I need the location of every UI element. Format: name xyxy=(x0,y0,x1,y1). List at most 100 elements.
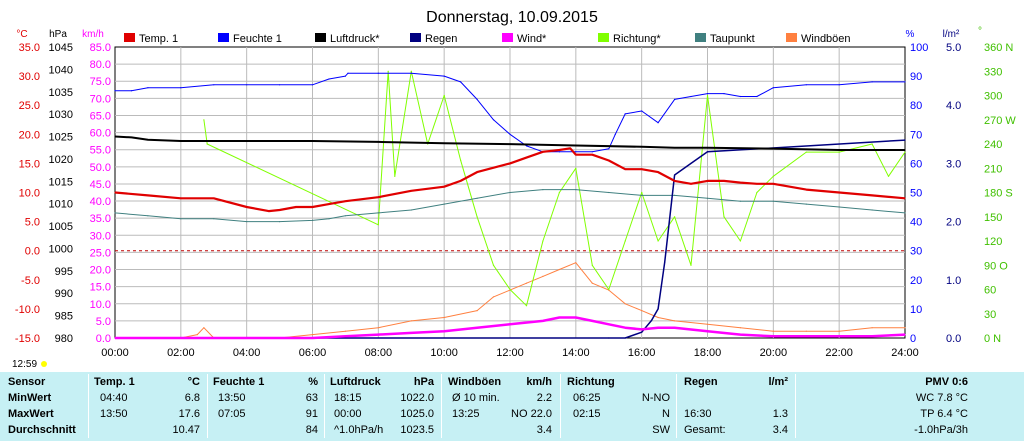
chart-title: Donnerstag, 10.09.2015 xyxy=(426,9,598,26)
temp-tick-label: 0.0 xyxy=(25,246,40,258)
statistics-panel: Sensor Temp. 1 °C Feuchte 1 % Luftdruck … xyxy=(0,372,1024,441)
wind-tick-label: 45.0 xyxy=(90,179,111,191)
data-point-windb-en xyxy=(772,330,774,332)
data-point-temp-1 xyxy=(558,149,561,151)
data-point-luftdruck xyxy=(838,149,840,151)
data-point-temp-1 xyxy=(509,162,511,164)
wind-tick-label: 10.0 xyxy=(90,299,111,311)
stats-header-rain-unit: l/m² xyxy=(768,376,788,388)
rain-tick-label: 1.0 xyxy=(946,275,961,287)
data-point-regen xyxy=(608,337,610,339)
rain-tick-label: 3.0 xyxy=(946,158,961,170)
data-point-temp-1 xyxy=(147,194,149,196)
wind-tick-label: 0.0 xyxy=(96,333,111,345)
data-point-feuchte-1 xyxy=(608,148,610,150)
data-point-taupunkt xyxy=(476,197,478,199)
wind-tick-label: 70.0 xyxy=(90,93,111,105)
data-point-taupunkt xyxy=(344,215,346,217)
pressure-tick-label: 980 xyxy=(55,333,73,345)
direction-tick-label: 0 N xyxy=(984,333,1001,345)
direction-tick-label: 60 xyxy=(984,285,996,297)
stats-separator xyxy=(324,374,325,438)
humidity-tick-label: 100 xyxy=(910,42,928,54)
data-point-wind xyxy=(114,337,116,339)
data-point-feuchte-1 xyxy=(147,87,149,89)
stats-header-temp-unit: °C xyxy=(187,376,200,388)
direction-tick-label: 150 xyxy=(984,212,1002,224)
data-point-windb-en xyxy=(805,330,807,332)
data-point-luftdruck xyxy=(180,140,182,142)
legend-label: Temp. 1 xyxy=(139,33,178,45)
data-point-taupunkt xyxy=(509,191,511,194)
wind-tick-label: 60.0 xyxy=(90,128,111,140)
data-point-feuchte-1 xyxy=(641,110,643,112)
legend-label: Wind* xyxy=(517,33,547,45)
stats-cell-wind-time: 13:25 xyxy=(452,408,480,420)
data-point-temp-1 xyxy=(569,147,571,149)
data-point-temp-1 xyxy=(279,209,281,211)
data-point-feuchte-1 xyxy=(492,119,495,121)
direction-tick-label: 120 xyxy=(984,236,1002,248)
stats-header-wind: Windböen xyxy=(448,376,502,388)
time-tick-label: 10:00 xyxy=(430,347,458,359)
data-point-feuchte-1 xyxy=(657,122,659,124)
stats-cell-dir-time: 06:25 xyxy=(573,392,601,404)
data-point-luftdruck xyxy=(377,141,379,143)
stats-separator xyxy=(88,374,89,438)
humidity-tick-label: 10 xyxy=(910,304,922,316)
data-point-temp-1 xyxy=(641,168,643,170)
data-point-taupunkt xyxy=(772,200,774,202)
legend-swatch xyxy=(410,33,421,42)
data-point-windb-en xyxy=(904,327,906,329)
time-tick-label: 20:00 xyxy=(760,347,788,359)
data-point-luftdruck xyxy=(706,147,709,149)
data-point-wind xyxy=(509,323,511,325)
axes: 00:00 02:00 04:00 06:00 08:00 10:00 12:00 14:00… xyxy=(15,42,1016,359)
wind-tick-label: 15.0 xyxy=(90,282,111,294)
stats-cell-dir-time: 02:15 xyxy=(573,408,601,420)
data-point-regen xyxy=(650,319,653,322)
weather-chart: Donnerstag, 10.09.2015 Temp. 1 Feuchte 1 L… xyxy=(12,9,1016,370)
stats-header-direction: Richtung xyxy=(567,376,615,388)
data-point-feuchte-1 xyxy=(739,95,742,98)
legend-swatch xyxy=(124,33,135,42)
data-point-luftdruck xyxy=(279,140,281,142)
data-point-temp-1 xyxy=(690,183,692,185)
wind-tick-label: 25.0 xyxy=(90,247,111,259)
wind-tick-label: 55.0 xyxy=(90,145,111,157)
pressure-tick-label: 1020 xyxy=(49,154,73,166)
data-point-windb-en xyxy=(203,327,205,329)
data-point-taupunkt xyxy=(608,191,610,194)
data-point-wind xyxy=(805,335,807,337)
stats-cell-press-time: ^1.0hPa/h xyxy=(334,424,384,436)
data-point-feuchte-1 xyxy=(213,84,215,86)
data-point-taupunkt xyxy=(246,221,248,223)
direction-tick-label: 300 xyxy=(984,91,1002,103)
data-point-feuchte-1 xyxy=(690,95,692,98)
stats-cell-label: MaxWert xyxy=(8,408,54,420)
direction-tick-label: 30 xyxy=(984,309,996,321)
humidity-tick-label: 40 xyxy=(910,217,922,229)
pressure-tick-label: 1045 xyxy=(49,42,73,54)
data-point-taupunkt xyxy=(575,189,577,191)
data-point-temp-1 xyxy=(805,189,807,191)
data-point-luftdruck xyxy=(213,140,215,142)
wind-tick-label: 35.0 xyxy=(90,213,111,225)
pressure-tick-label: 1000 xyxy=(49,243,73,255)
data-point-richtung xyxy=(608,288,610,291)
data-point-luftdruck xyxy=(871,149,873,151)
data-point-windb-en xyxy=(641,310,643,312)
data-point-richtung xyxy=(591,264,593,266)
data-point-wind xyxy=(476,327,478,329)
stats-separator xyxy=(441,374,442,438)
data-point-temp-1 xyxy=(904,197,906,199)
data-point-luftdruck xyxy=(575,144,577,147)
data-point-richtung xyxy=(558,191,561,194)
temp-tick-label: -10.0 xyxy=(15,304,40,316)
data-point-wind xyxy=(674,327,676,329)
data-point-windb-en xyxy=(871,327,873,329)
legend-label: Taupunkt xyxy=(710,33,755,45)
pressure-tick-label: 1015 xyxy=(49,176,73,188)
wind-tick-label: 30.0 xyxy=(90,230,111,242)
data-point-feuchte-1 xyxy=(311,84,314,86)
